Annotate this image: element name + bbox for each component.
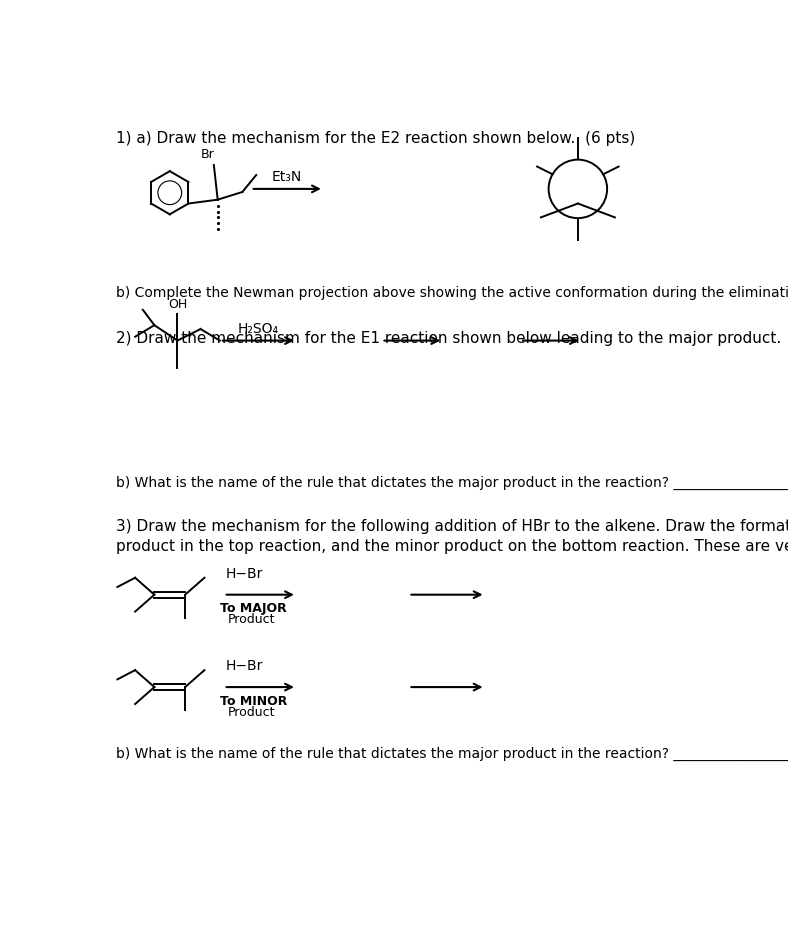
Text: b) What is the name of the rule that dictates the major product in the reaction?: b) What is the name of the rule that dic… (116, 747, 788, 761)
Text: H₂SO₄: H₂SO₄ (238, 322, 279, 336)
Text: 3) Draw the mechanism for the following addition of HBr to the alkene. Draw the : 3) Draw the mechanism for the following … (116, 519, 788, 534)
Text: Product: Product (228, 613, 275, 626)
Text: To MINOR: To MINOR (220, 694, 287, 707)
Text: H−Br: H−Br (225, 567, 262, 581)
Text: Et₃N: Et₃N (272, 170, 303, 184)
Text: To MAJOR: To MAJOR (220, 603, 287, 616)
Text: Br: Br (201, 148, 214, 161)
Text: b) What is the name of the rule that dictates the major product in the reaction?: b) What is the name of the rule that dic… (116, 476, 788, 491)
Text: H−Br: H−Br (225, 659, 262, 673)
Text: Product: Product (228, 706, 275, 719)
Text: 2) Draw the mechanism for the E1 reaction shown below leading to the major produ: 2) Draw the mechanism for the E1 reactio… (116, 331, 788, 345)
Text: b) Complete the Newman projection above showing the active conformation during t: b) Complete the Newman projection above … (116, 286, 788, 300)
Text: 1) a) Draw the mechanism for the E2 reaction shown below.  (6 pts): 1) a) Draw the mechanism for the E2 reac… (116, 131, 635, 146)
Text: product in the top reaction, and the minor product on the bottom reaction. These: product in the top reaction, and the min… (116, 539, 788, 554)
Text: OH: OH (168, 298, 188, 311)
